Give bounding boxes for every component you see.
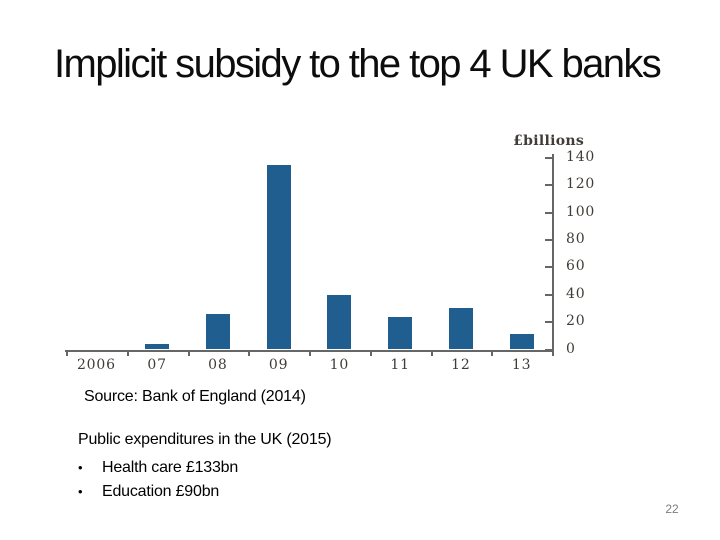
x-axis-tick (491, 351, 494, 356)
x-axis-tick (187, 351, 190, 356)
x-axis-tick-label: 10 (329, 356, 350, 373)
list-item: • Education £90bn (78, 480, 331, 504)
y-axis-line (552, 154, 554, 352)
x-axis-tick (369, 351, 372, 356)
y-axis-tick-label: 120 (566, 176, 596, 193)
expenditure-item-label: Education £90bn (102, 483, 220, 500)
x-axis-tick-label: 08 (208, 356, 228, 373)
x-axis-tick-label: 2006 (76, 356, 116, 373)
source-note: Source: Bank of England (2014) (84, 388, 306, 405)
x-axis-tick (126, 351, 129, 356)
list-item: • Health care £133bn (78, 456, 331, 480)
bar (448, 308, 473, 350)
y-axis-tick-label: 20 (566, 313, 586, 330)
y-axis-tick (545, 293, 552, 296)
x-axis-tick (309, 351, 311, 356)
bar (145, 344, 170, 350)
bar (205, 313, 230, 350)
x-axis-tick-label: 07 (147, 356, 167, 373)
y-axis-tick-label: 80 (566, 231, 586, 248)
x-axis-tick (248, 351, 251, 356)
x-axis-line (65, 349, 554, 352)
expenditure-item-label: Health care £133bn (102, 459, 239, 476)
page-number: 22 (665, 502, 679, 516)
y-axis-unit-label: £billions (513, 133, 584, 149)
x-axis-tick-label: 11 (390, 356, 410, 373)
y-axis-tick-label: 0 (566, 340, 576, 357)
y-axis-tick-label: 40 (566, 285, 586, 302)
y-axis-tick (545, 321, 552, 324)
bar (266, 164, 291, 350)
x-axis-tick-label: 09 (268, 356, 289, 373)
y-axis-tick-label: 140 (566, 149, 596, 165)
x-axis-tick-label: 12 (451, 356, 471, 373)
y-axis-tick (545, 211, 552, 214)
y-axis-tick (545, 266, 552, 269)
x-axis-tick (66, 351, 68, 356)
x-axis-tick (430, 351, 433, 356)
x-axis-tick-label: 13 (511, 356, 532, 373)
y-axis-tick (545, 348, 552, 351)
y-axis-tick (545, 184, 552, 187)
y-axis-tick (545, 157, 552, 159)
bullet-icon: • (78, 460, 83, 475)
bullet-icon: • (78, 484, 83, 499)
expenditures-block: Public expenditures in the UK (2015) • H… (78, 430, 332, 504)
y-axis-tick (545, 239, 552, 242)
bar (388, 316, 413, 350)
y-axis-tick-label: 100 (566, 203, 596, 220)
expenditures-heading: Public expenditures in the UK (2015) (78, 431, 332, 448)
bar (509, 334, 534, 350)
slide-title: Implicit subsidy to the top 4 UK banks (54, 42, 662, 86)
y-axis-tick-label: 60 (566, 258, 586, 275)
x-axis-tick (552, 351, 554, 356)
bar (327, 294, 352, 350)
